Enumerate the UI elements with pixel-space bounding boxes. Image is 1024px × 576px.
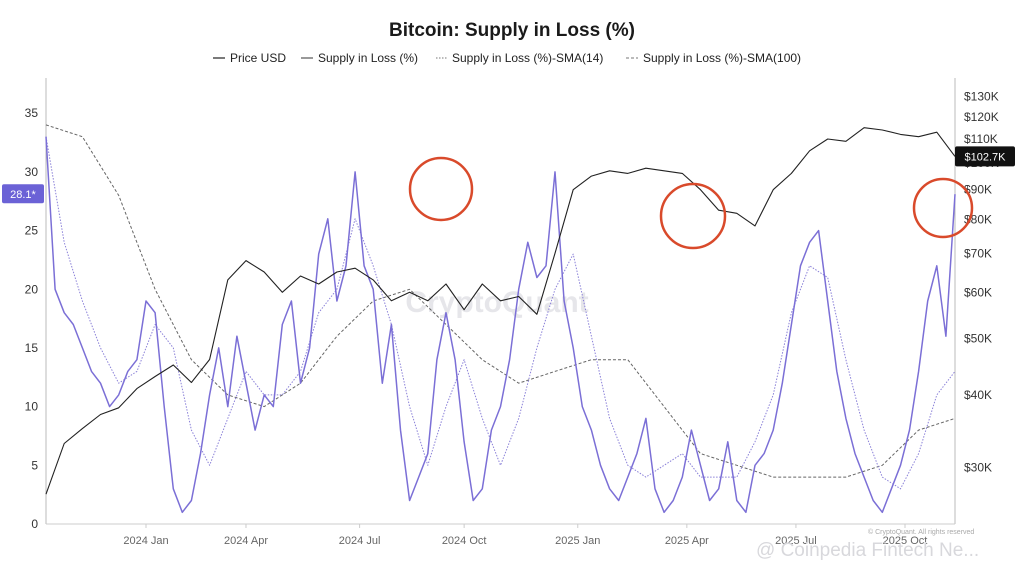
right-tick-label: $110K: [964, 132, 998, 146]
x-tick-label: 2024 Oct: [442, 535, 487, 547]
left-tick-label: 5: [31, 458, 38, 472]
current-price-badge: $102.7K: [955, 146, 1015, 167]
right-tick-label: $50K: [964, 331, 992, 345]
current-price-label: $102.7K: [965, 151, 1007, 163]
legend-label-price: Price USD: [230, 51, 286, 65]
annotation-circle-2: [659, 182, 727, 250]
x-tick-label: 2025 Jul: [775, 535, 817, 547]
x-tick-label: 2024 Jul: [339, 535, 381, 547]
legend-item-sma14[interactable]: Supply in Loss (%)-SMA(14): [436, 51, 603, 65]
legend-item-sma100[interactable]: Supply in Loss (%)-SMA(100): [626, 51, 801, 65]
supply-sma100-line: [45, 124, 956, 478]
x-tick-label: 2024 Jan: [123, 535, 168, 547]
x-tick-label: 2025 Jan: [555, 535, 600, 547]
left-tick-label: 20: [25, 282, 39, 296]
left-tick-label: 10: [25, 400, 39, 414]
supply-sma14-line: [45, 136, 956, 490]
x-tick-label: 2024 Apr: [224, 535, 268, 547]
copyright-credit: © CryptoQuant. All rights reserved: [868, 528, 974, 536]
legend-item-price[interactable]: Price USD: [213, 51, 286, 65]
x-tick-label: 2025 Apr: [665, 535, 709, 547]
current-supply-label: 28.1*: [10, 189, 36, 201]
x-tick-label: 2025 Oct: [883, 535, 928, 547]
legend-label-sma14: Supply in Loss (%)-SMA(14): [452, 51, 603, 65]
right-tick-label: $120K: [964, 110, 999, 124]
left-tick-label: 15: [25, 341, 39, 355]
chart-title: Bitcoin: Supply in Loss (%): [389, 20, 635, 41]
left-tick-label: 30: [25, 165, 39, 179]
series-layer: [45, 124, 956, 514]
right-tick-label: $130K: [964, 90, 999, 104]
supply-in-loss-line: [45, 136, 956, 514]
right-tick-label: $40K: [964, 388, 992, 402]
right-tick-label: $90K: [964, 183, 992, 197]
legend: Price USD Supply in Loss (%) Supply in L…: [213, 51, 801, 65]
x-axis-ticks: 2024 Jan 2024 Apr 2024 Jul 2024 Oct 2025 Jan…: [123, 524, 927, 547]
annotation-circle-1: [408, 156, 474, 222]
left-axis-ticks: 0 5 10 15 20 25 30 35: [25, 106, 39, 531]
right-tick-label: $30K: [964, 461, 992, 475]
legend-label-supply: Supply in Loss (%): [318, 51, 418, 65]
current-supply-badge: 28.1*: [2, 184, 44, 204]
left-tick-label: 25: [25, 224, 39, 238]
right-tick-label: $70K: [964, 246, 992, 260]
price-usd-line: [45, 127, 956, 495]
right-tick-label: $60K: [964, 285, 992, 299]
legend-label-sma100: Supply in Loss (%)-SMA(100): [643, 51, 801, 65]
legend-item-supply[interactable]: Supply in Loss (%): [301, 51, 418, 65]
left-tick-label: 0: [31, 517, 38, 531]
annotation-circle-3: [912, 177, 974, 239]
footer-watermark: @ Coinpedia Fintech Ne...: [756, 540, 979, 561]
watermark: CryptoQuant: [405, 286, 588, 319]
left-tick-label: 35: [25, 106, 39, 120]
